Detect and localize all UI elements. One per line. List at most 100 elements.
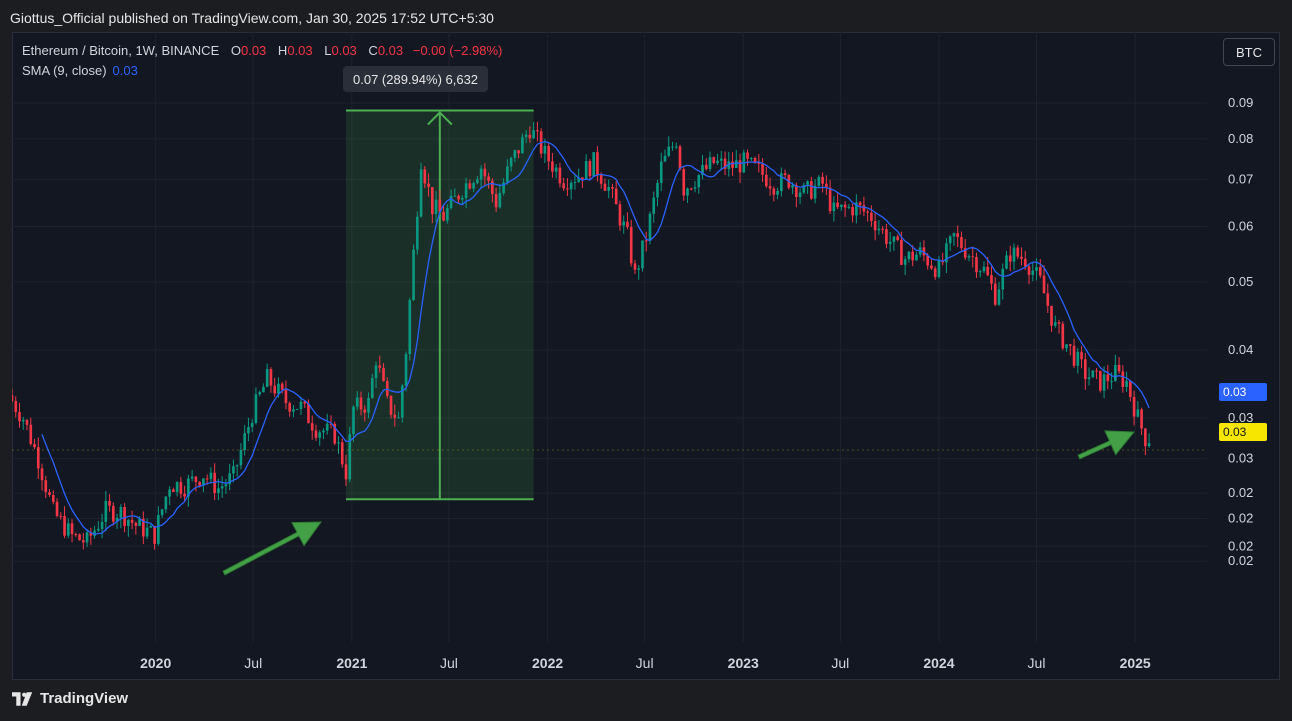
- y-tick-label: 0.06: [1228, 219, 1253, 234]
- candle-body: [93, 530, 96, 536]
- candle-body: [1136, 409, 1140, 417]
- symbol-name[interactable]: Ethereum / Bitcoin, 1W, BINANCE: [22, 43, 220, 58]
- candle-body: [870, 212, 873, 221]
- candle-body: [329, 423, 333, 425]
- candle-body: [907, 251, 911, 260]
- candle-body: [382, 367, 385, 381]
- candle-body: [532, 130, 535, 139]
- candle-body: [708, 157, 712, 169]
- candle-body: [393, 414, 397, 418]
- annotation-arrow-2021: [222, 521, 322, 576]
- candle-body: [479, 168, 483, 180]
- candle-body: [457, 195, 460, 200]
- candle-body: [945, 243, 948, 263]
- candle-body: [903, 259, 907, 265]
- candle-body: [892, 236, 896, 242]
- candle-body: [783, 173, 787, 176]
- currency-button[interactable]: BTC: [1223, 38, 1275, 66]
- candle-body: [487, 176, 490, 181]
- candle-body: [956, 233, 960, 238]
- candle-body: [723, 158, 727, 169]
- candle-body: [554, 167, 558, 172]
- candle-body: [374, 365, 378, 379]
- candle-body: [637, 268, 641, 270]
- candle-body: [562, 183, 565, 189]
- candle-body: [461, 197, 464, 200]
- candle-body: [1095, 370, 1098, 372]
- candle-body: [59, 515, 63, 517]
- candle-body: [734, 160, 738, 168]
- candle-body: [55, 501, 59, 516]
- candle-body: [194, 476, 198, 482]
- candle-body: [596, 152, 599, 175]
- candle-body: [573, 181, 577, 183]
- candle-body: [464, 183, 468, 198]
- candle-body: [104, 500, 108, 522]
- candle-body: [89, 532, 93, 536]
- candle-body: [506, 166, 509, 183]
- candle-body: [1016, 247, 1020, 257]
- candle-body: [795, 185, 798, 197]
- candle-body: [641, 240, 644, 269]
- candle-body: [678, 146, 682, 170]
- candle-body: [719, 158, 723, 161]
- header-bar: Giottus_Official published on TradingVie…: [0, 0, 1292, 36]
- y-tick-label: 0.07: [1228, 172, 1253, 187]
- candle-body: [446, 208, 449, 221]
- candle-body: [18, 412, 21, 422]
- candle-body: [288, 403, 292, 412]
- candle-body: [284, 389, 288, 404]
- candle-body: [738, 160, 742, 173]
- candle-body: [825, 183, 828, 188]
- candle-body: [689, 188, 693, 190]
- candle-body: [536, 130, 539, 132]
- candle-body: [513, 150, 517, 158]
- candle-body: [873, 220, 877, 231]
- candle-body: [183, 493, 186, 497]
- candle-body: [367, 397, 370, 413]
- tradingview-brand[interactable]: TradingView: [40, 690, 129, 707]
- candle-body: [915, 254, 918, 261]
- candle-body: [986, 266, 990, 276]
- x-tick-label: 2022: [532, 655, 563, 671]
- candle-body: [963, 248, 967, 258]
- candle-body: [190, 476, 194, 479]
- candle-body: [217, 488, 220, 494]
- indicator-legend: SMA (9, close) 0.03: [22, 63, 138, 78]
- price-chart[interactable]: 0.090.080.070.060.050.040.030.030.020.02…: [12, 32, 1280, 680]
- candle-body: [765, 174, 768, 187]
- candle-body: [727, 161, 731, 169]
- candle-body: [952, 233, 956, 237]
- x-tick-label: Jul: [440, 655, 458, 671]
- candle-body: [584, 161, 588, 180]
- candle-body: [693, 187, 697, 189]
- measure-label: 0.07 (289.94%) 6,632: [343, 66, 489, 92]
- candle-body: [344, 464, 348, 480]
- candle-body: [160, 509, 164, 516]
- y-tick-label: 0.03: [1228, 451, 1253, 466]
- candle-body: [603, 183, 607, 191]
- candle-body: [674, 146, 678, 148]
- candle-body: [840, 204, 843, 208]
- low-value: 0.03: [331, 43, 357, 58]
- candle-body: [112, 505, 115, 522]
- low-label: L: [324, 43, 332, 58]
- candle-body: [937, 260, 941, 277]
- candle-body: [911, 251, 914, 261]
- candle-body: [611, 187, 614, 189]
- candle-body: [123, 506, 126, 527]
- candle-body: [85, 532, 89, 543]
- candle-body: [855, 202, 858, 216]
- candle-body: [340, 442, 344, 465]
- candle-body: [1057, 322, 1061, 324]
- x-tick-label: Jul: [1028, 655, 1046, 671]
- candle-body: [1042, 275, 1046, 294]
- candle-body: [1012, 247, 1016, 262]
- open-value: 0.03: [240, 43, 267, 58]
- candle-body: [1083, 359, 1087, 380]
- open-label: O: [230, 43, 241, 58]
- candle-body: [971, 256, 975, 258]
- candle-body: [1065, 344, 1068, 349]
- sma-label[interactable]: SMA (9, close): [22, 63, 107, 78]
- candle-body: [265, 369, 269, 387]
